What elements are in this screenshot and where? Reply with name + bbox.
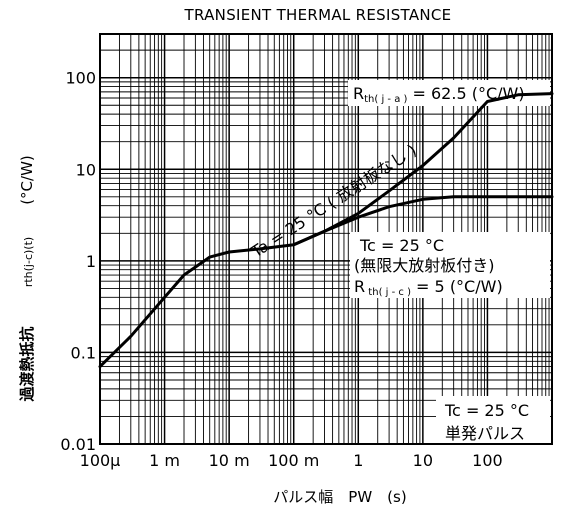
y-tick-label: 0.1 (71, 343, 96, 362)
x-tick-labels: 100μ 1 m 10 m 100 m 1 10 100 (80, 451, 503, 470)
x-tick-label: 10 (413, 451, 433, 470)
rth-ja-value: = 62.5 (°C/W) (407, 84, 524, 103)
rth-ja-label: Rth( j - a ) = 62.5 (°C/W) (353, 84, 525, 105)
single-pulse-label-bg (436, 396, 550, 446)
y-axis-title-symbol: rth(j-c)(t) (22, 237, 35, 287)
y-tick-labels: 100 10 1 0.1 0.01 (60, 69, 96, 454)
x-axis-title: パルス幅 PW (s) (273, 488, 406, 506)
y-tick-label: 10 (76, 160, 96, 179)
plot-frame (99, 33, 553, 445)
y-axis-title: 過渡熱抵抗 rth(j-c)(t) (°C/W) (18, 155, 36, 402)
y-tick-label: 1 (86, 252, 96, 271)
tc-label: Tc = 25 °C (359, 236, 444, 255)
y-tick-label: 100 (65, 69, 96, 88)
x-tick-label: 1 m (149, 451, 180, 470)
tc-heatsink-label-bg (350, 232, 550, 298)
rth-jc-label: R th( j - c ) = 5 (°C/W) (354, 277, 503, 298)
x-tick-label: 100 m (268, 451, 319, 470)
y-axis-title-unit: (°C/W) (18, 155, 36, 205)
rth-ja-sub: th( j - a ) (364, 94, 407, 105)
tc-label-2: Tc = 25 °C (444, 401, 529, 420)
x-tick-label: 10 m (209, 451, 250, 470)
rth-ja-prefix: R (353, 84, 364, 103)
heatsink-label: (無限大放射板付き) (354, 256, 495, 275)
chart-title: TRANSIENT THERMAL RESISTANCE (184, 6, 452, 24)
x-tick-label: 100μ (80, 451, 121, 470)
rth-ja-label-bg (348, 80, 550, 106)
single-pulse-label: 単発パルス (445, 424, 525, 443)
y-axis-title-main: 過渡熱抵抗 (18, 326, 36, 402)
x-tick-label: 100 (472, 451, 503, 470)
y-tick-label: 0.01 (60, 435, 96, 454)
rth-jc-sub: th( j - c ) (365, 287, 411, 298)
series-line-2 (292, 195, 554, 247)
rth-jc-prefix: R (354, 277, 365, 296)
rth-jc-value: = 5 (°C/W) (411, 277, 503, 296)
curves (98, 92, 554, 369)
x-tick-label: 1 (353, 451, 363, 470)
